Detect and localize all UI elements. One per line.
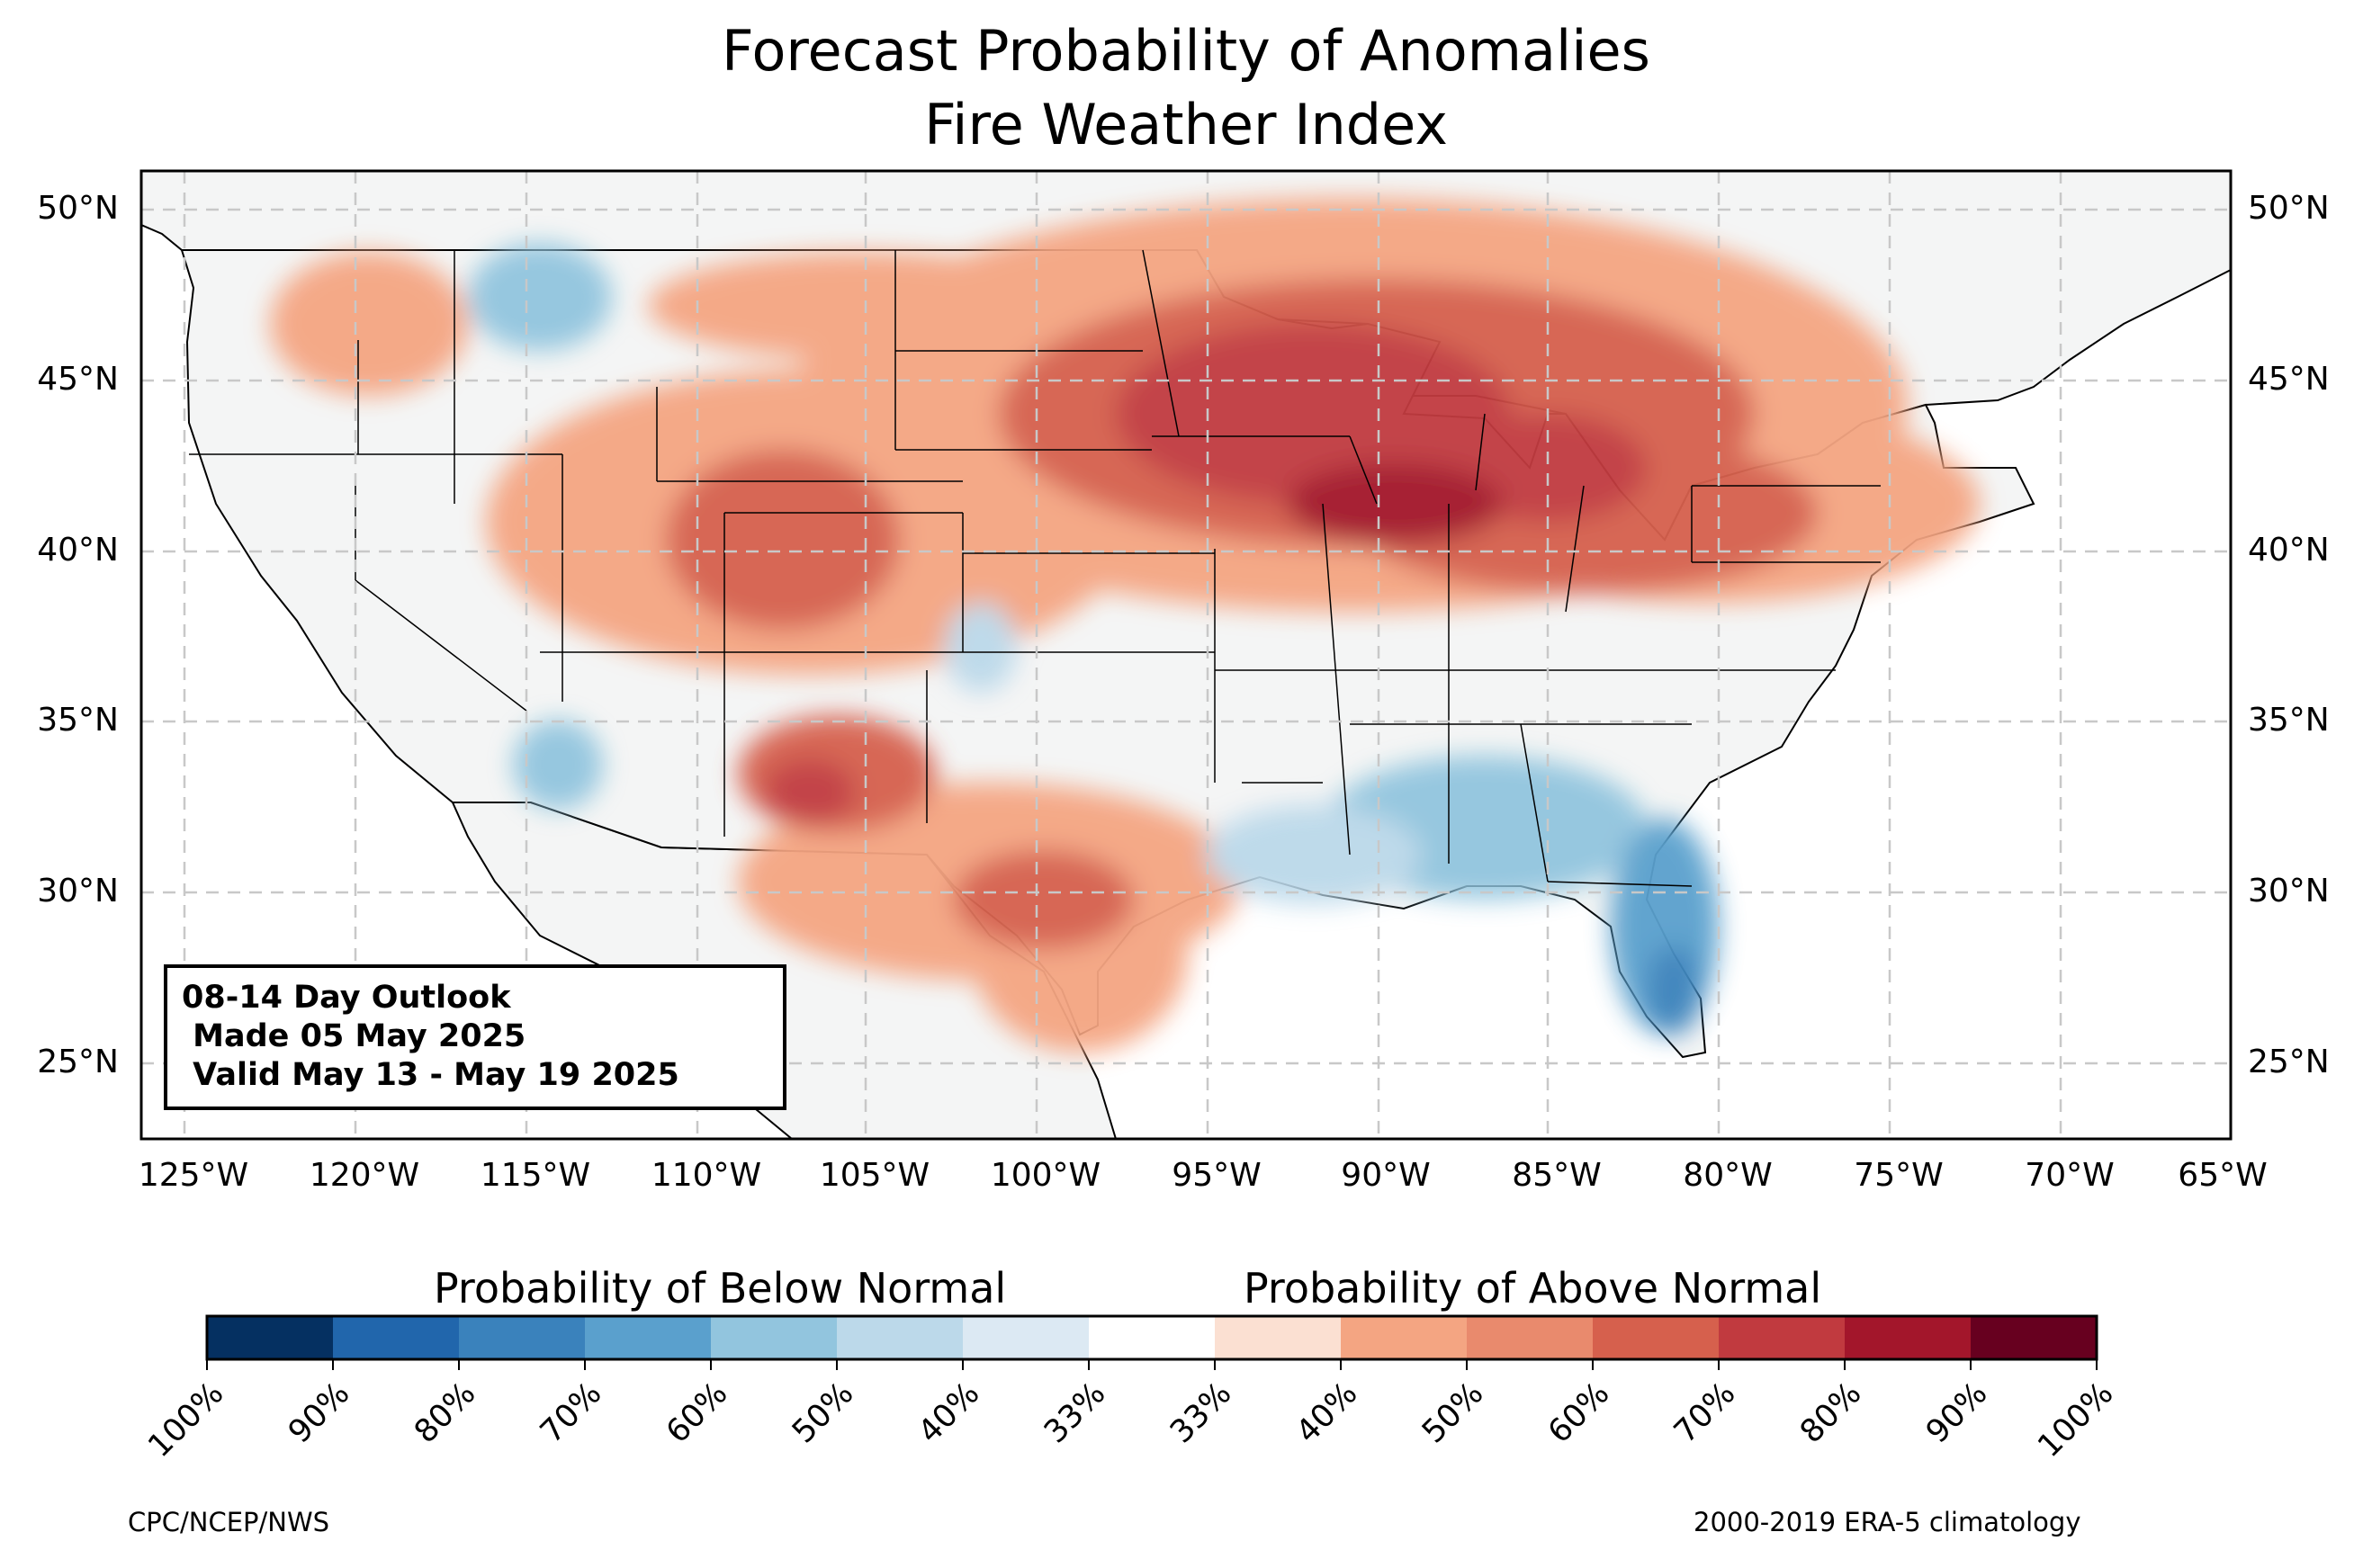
colorbar-cell xyxy=(711,1316,838,1359)
lon-label: 85°W xyxy=(1512,1157,1601,1194)
lon-label: 65°W xyxy=(2178,1157,2267,1194)
lon-label: 115°W xyxy=(481,1157,590,1194)
colorbar-tick-label: 100% xyxy=(141,1375,230,1465)
lat-label-left: 50°N xyxy=(37,190,119,227)
legend-below-title: Probability of Below Normal xyxy=(434,1264,1007,1313)
colorbar-tick-label: 80% xyxy=(1793,1375,1868,1450)
forecast-map: 50°N 45°N 40°N 35°N 30°N 25°N 50°N 45°N … xyxy=(37,169,2330,1194)
colorbar-tick-label: 70% xyxy=(1667,1375,1742,1450)
lon-label: 100°W xyxy=(991,1157,1101,1194)
colorbar-tick-label: 40% xyxy=(912,1375,986,1450)
outlook-info-box: 08-14 Day Outlook Made 05 May 2025 Valid… xyxy=(164,964,786,1110)
colorbar-cell xyxy=(837,1316,964,1359)
colorbar-cell xyxy=(333,1316,460,1359)
lat-label-right: 40°N xyxy=(2248,532,2330,569)
outlook-period: 08-14 Day Outlook xyxy=(182,980,511,1016)
colorbar-cell xyxy=(1593,1316,1720,1359)
colorbar-cell xyxy=(585,1316,712,1359)
lon-label: 75°W xyxy=(1854,1157,1943,1194)
colorbar-cell xyxy=(1089,1316,1216,1359)
lon-label: 125°W xyxy=(139,1157,248,1194)
colorbar-tick-label: 60% xyxy=(1541,1375,1616,1450)
outlook-valid-range: Valid May 13 - May 19 2025 xyxy=(182,1057,679,1093)
colorbar-cell xyxy=(1845,1316,1972,1359)
map-subtitle: Fire Weather Index xyxy=(924,92,1448,157)
legend-above-title: Probability of Above Normal xyxy=(1244,1264,1822,1313)
colorbar-tick-label: 50% xyxy=(1415,1375,1490,1450)
lon-label: 105°W xyxy=(820,1157,930,1194)
lat-label-right: 25°N xyxy=(2248,1044,2330,1080)
lat-label-left: 35°N xyxy=(37,702,119,739)
credit-climatology: 2000-2019 ERA-5 climatology xyxy=(1694,1507,2081,1537)
colorbar-cell xyxy=(963,1316,1090,1359)
colorbar-tick-label: 70% xyxy=(534,1375,608,1450)
credit-source: CPC/NCEP/NWS xyxy=(128,1507,330,1537)
map-frame xyxy=(139,169,2233,1141)
colorbar-cell xyxy=(459,1316,586,1359)
colorbar-tick-label: 40% xyxy=(1289,1375,1364,1450)
lon-label: 110°W xyxy=(651,1157,761,1194)
colorbar-cell xyxy=(1971,1316,2098,1359)
state-boundaries xyxy=(189,249,1881,887)
colorbar-tick-label: 90% xyxy=(1919,1375,1994,1450)
colorbar-tick-label: 50% xyxy=(786,1375,860,1450)
colorbar-tick-label: 100% xyxy=(2031,1375,2120,1465)
colorbar-tick-label: 60% xyxy=(660,1375,734,1450)
lon-label: 70°W xyxy=(2025,1157,2114,1194)
anomaly-shading xyxy=(270,198,1980,1053)
map-title: Forecast Probability of Anomalies xyxy=(722,18,1650,84)
lat-label-left: 40°N xyxy=(37,532,119,569)
lat-label-right: 35°N xyxy=(2248,702,2330,739)
lon-label: 120°W xyxy=(310,1157,419,1194)
colorbar-tick-label: 33% xyxy=(1164,1375,1238,1450)
colorbar-cell xyxy=(1341,1316,1468,1359)
colorbar-cell xyxy=(1215,1316,1342,1359)
outlook-made-date: Made 05 May 2025 xyxy=(182,1018,526,1054)
colorbar-tick-label: 90% xyxy=(282,1375,356,1450)
colorbar-cell xyxy=(207,1316,334,1359)
lon-label: 95°W xyxy=(1172,1157,1261,1194)
colorbar-outline xyxy=(205,1314,2098,1361)
lon-label: 90°W xyxy=(1341,1157,1430,1194)
colorbar-tick-label: 33% xyxy=(1038,1375,1112,1450)
lon-label: 80°W xyxy=(1683,1157,1772,1194)
lat-label-left: 30°N xyxy=(37,873,119,909)
colorbar-tick-label: 80% xyxy=(408,1375,482,1450)
colorbar-cell xyxy=(1467,1316,1594,1359)
lat-label-left: 25°N xyxy=(37,1044,119,1080)
colorbar-cell xyxy=(1719,1316,1846,1359)
lat-label-right: 30°N xyxy=(2248,873,2330,909)
lat-label-left: 45°N xyxy=(37,361,119,398)
lat-label-right: 45°N xyxy=(2248,361,2330,398)
lat-label-right: 50°N xyxy=(2248,190,2330,227)
